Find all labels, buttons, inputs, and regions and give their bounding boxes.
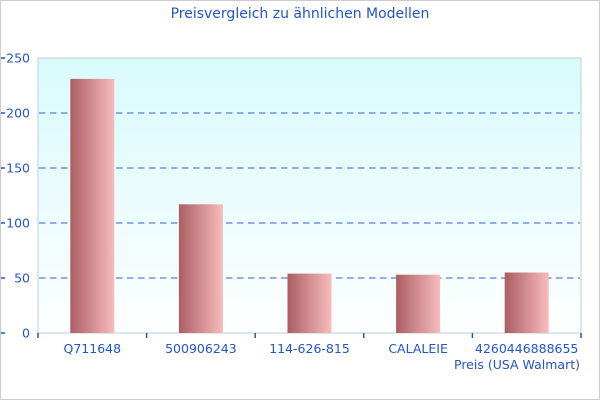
y-tick-label: 0 [22,326,30,341]
x-tick-label: Q711648 [64,341,122,356]
chart-title: Preisvergleich zu ähnlichen Modellen [170,6,430,22]
bar [287,273,332,333]
bar [178,204,223,333]
x-tick-label: 500906243 [165,341,237,356]
bar [504,272,549,333]
y-tick-label: 100 [6,216,30,231]
x-tick-label: 114-626-815 [269,341,350,356]
bar [70,78,115,334]
bar [396,274,441,333]
y-tick-label: 250 [6,51,30,66]
y-tick-label: 50 [14,271,30,286]
y-tick-label: 150 [6,161,30,176]
x-tick-label: CALALEIE [388,341,448,356]
x-tick-label: 4260446888655 [475,341,578,356]
y-tick-label: 200 [6,106,30,121]
x-axis-title: Preis (USA Walmart) [454,357,580,372]
